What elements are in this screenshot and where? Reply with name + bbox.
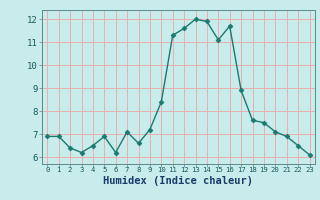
X-axis label: Humidex (Indice chaleur): Humidex (Indice chaleur) bbox=[103, 176, 253, 186]
